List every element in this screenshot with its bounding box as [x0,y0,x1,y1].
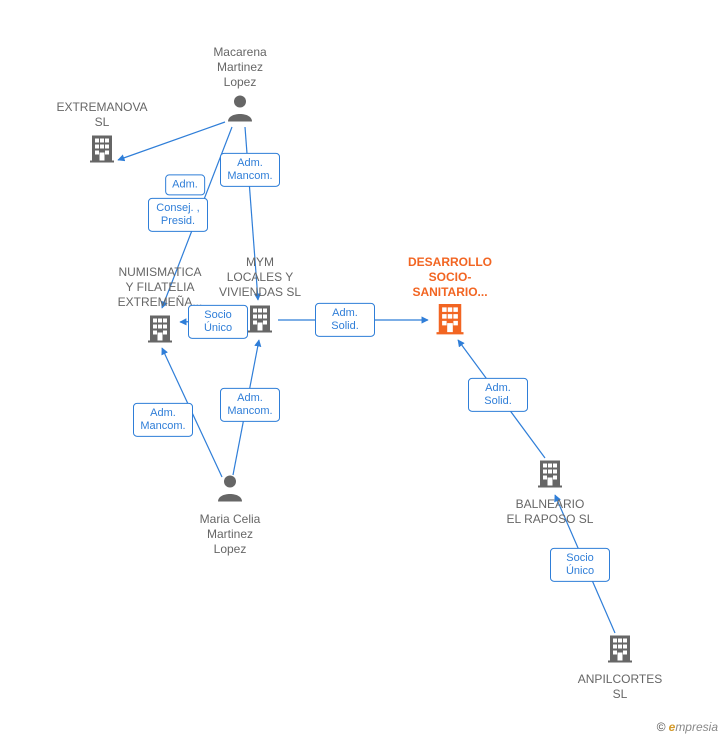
edge-label: SocioÚnico [550,548,610,582]
person-icon[interactable] [214,472,246,509]
copyright-symbol: © [656,720,665,734]
edge-label: Adm.Mancom. [220,153,280,187]
company-highlight-icon[interactable] [432,300,468,341]
edge-label: Adm. [165,174,205,195]
edge-label: Adm.Solid. [315,303,375,337]
company-icon[interactable] [604,632,636,669]
company-icon[interactable] [144,312,176,349]
person-icon[interactable] [224,92,256,129]
company-icon[interactable] [534,457,566,494]
node-label: EXTREMANOVASL [42,100,162,130]
node-label: Maria CeliaMartinezLopez [170,512,290,557]
node-label: DESARROLLOSOCIO-SANITARIO... [390,255,510,300]
company-icon[interactable] [86,132,118,169]
brand-rest: mpresia [675,720,718,734]
edge-label: SocioÚnico [188,305,248,339]
node-label: MacarenaMartinezLopez [180,45,300,90]
edge-label: Adm.Mancom. [220,388,280,422]
footer-copyright: © empresia [656,720,718,734]
company-icon[interactable] [244,302,276,339]
edge-label: Adm.Solid. [468,378,528,412]
node-label: MYMLOCALES YVIVIENDAS SL [200,255,320,300]
edge-label: Consej. ,Presid. [148,198,208,232]
node-label: BALNEARIOEL RAPOSO SL [490,497,610,527]
node-label: ANPILCORTESSL [560,672,680,702]
edge-label: Adm.Mancom. [133,403,193,437]
